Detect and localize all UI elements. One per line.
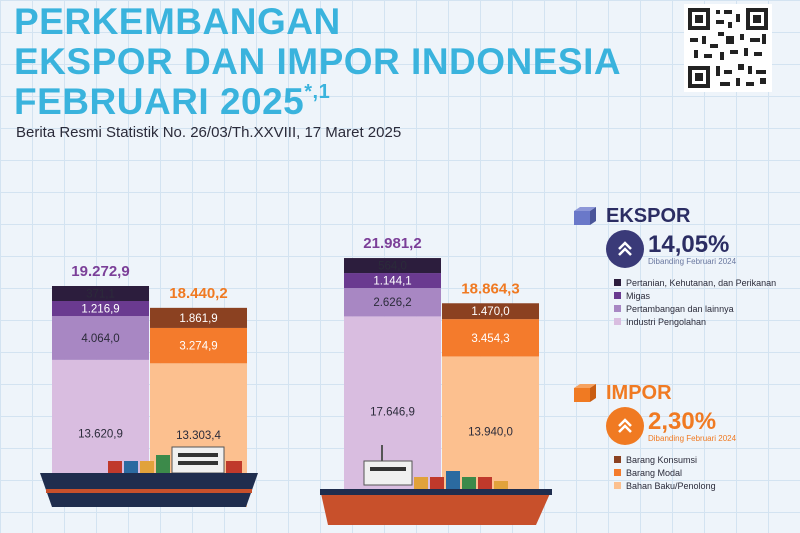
bar-segment [344,273,441,289]
ekspor-growth-comparison: Dibanding Februari 2024 [648,256,737,266]
box-icon [574,383,596,402]
cargo-ship-left-illustration [40,446,258,507]
bar-segment [442,303,539,320]
legend-swatch [614,292,621,299]
segment-value-label: 564,0 [378,261,407,273]
page-title: PERKEMBANGAN EKSPOR DAN IMPOR INDONESIA … [14,2,621,122]
legend-item: Barang Konsumsi [614,453,736,466]
impor-legend: IMPOR 2,30% Dibanding Februari 2024 Bara… [572,382,736,492]
bar-total-label: 18.440,2 [169,285,227,302]
bar-segment [442,319,539,357]
ekspor-growth-value: 14,05% [648,230,730,258]
segment-value-label: 371,1 [86,289,115,301]
segment-value-label: 2.626,2 [373,297,411,309]
impor-legend-title: IMPOR [606,382,672,404]
segment-value-label: 13.940,0 [468,427,513,439]
title-superscript: *,1 [304,81,331,103]
segment-value-label: 3.454,3 [471,333,509,345]
legend-swatch [614,305,621,312]
cargo-ship-right-illustration [320,445,552,525]
bar-segment [150,327,247,364]
bar-segment [344,258,441,274]
bar-segment [344,288,441,317]
bar-segment [150,307,247,328]
legend-swatch [614,456,621,463]
bar-segment [52,316,149,360]
legend-label: Industri Pengolahan [626,316,707,327]
legend-label: Barang Konsumsi [626,454,698,465]
legend-swatch [614,469,621,476]
box-icon [574,206,596,225]
segment-value-label: 17.646,9 [370,407,415,419]
legend-swatch [614,279,621,286]
ekspor-legend-title: EKSPOR [606,205,691,227]
segment-value-label: 4.064,0 [81,333,119,345]
legend-swatch [614,318,621,325]
growth-up-icon [606,230,644,268]
segment-value-label: 1.216,9 [81,304,119,316]
legend-label: Bahan Baku/Penolong [626,480,716,491]
bar-total-label: 21.981,2 [363,235,421,252]
title-line-3: FEBRUARI 2025 [14,81,305,122]
trade-stacked-bar-chart: 13.620,9 4.064,0 1.216,9 371,1 19.272,9 13.30… [40,235,552,525]
legend-label: Barang Modal [626,467,683,478]
growth-up-icon [606,407,644,445]
legend-item: Pertanian, Kehutanan, dan Perikanan [614,276,776,289]
title-line-1: PERKEMBANGAN [14,1,341,42]
ekspor-legend: EKSPOR 14,05% Dibanding Februari 2024 Pe… [572,205,776,328]
legend-item: Pertambangan dan lainnya [614,302,776,315]
bar-segment [52,301,149,317]
legend-label: Migas [626,290,651,301]
legend-item: Industri Pengolahan [614,315,776,328]
legend-swatch [614,482,621,489]
segment-value-label: 1.861,9 [179,313,217,325]
segment-value-label: 3.274,9 [179,341,217,353]
legend-label: Pertanian, Kehutanan, dan Perikanan [626,277,777,288]
bar-segment [52,286,149,302]
segment-value-label: 1.470,0 [471,306,509,318]
legend-item: Migas [614,289,776,302]
impor-growth-value: 2,30% [648,407,717,435]
legend-label: Pertambangan dan lainnya [626,303,734,314]
legend-item: Bahan Baku/Penolong [614,479,736,492]
segment-value-label: 13.620,9 [78,428,123,440]
qr-code-icon[interactable] [684,4,772,92]
title-line-2: EKSPOR DAN IMPOR INDONESIA [14,41,622,82]
bar-total-label: 18.864,3 [461,280,519,297]
bar-total-label: 19.272,9 [71,263,129,280]
release-reference: Berita Resmi Statistik No. 26/03/Th.XXVI… [16,124,402,141]
segment-value-label: 1.144,1 [373,276,411,288]
impor-growth-comparison: Dibanding Februari 2024 [648,433,737,443]
segment-value-label: 13.303,4 [176,430,221,442]
legend-item: Barang Modal [614,466,736,479]
